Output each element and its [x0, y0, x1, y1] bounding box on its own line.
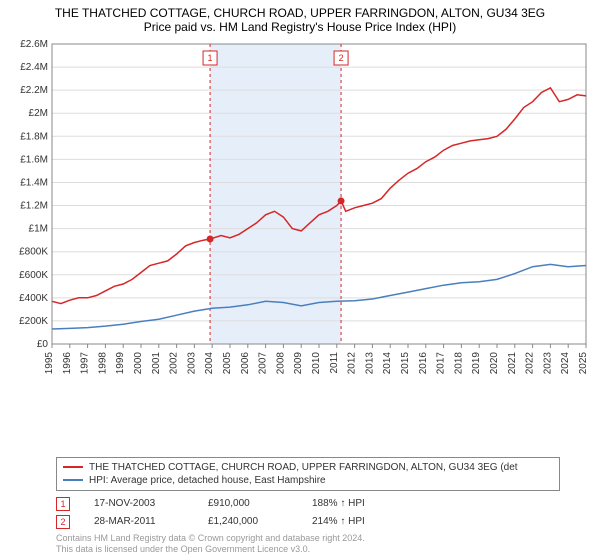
x-tick-label: 2005: [222, 352, 233, 375]
marker-row-2: 2 28-MAR-2011 £1,240,000 214% ↑ HPI: [56, 513, 560, 531]
x-tick-label: 1995: [44, 352, 55, 375]
legend-label-series1: THE THATCHED COTTAGE, CHURCH ROAD, UPPER…: [89, 462, 518, 473]
legend-item-series2: HPI: Average price, detached house, East…: [63, 474, 553, 487]
y-tick-label: £200K: [19, 316, 48, 327]
y-tick-label: £1.2M: [20, 201, 48, 212]
marker-badge-num: 2: [339, 53, 344, 63]
y-tick-label: £2.6M: [20, 39, 48, 50]
marker-dot: [207, 236, 214, 243]
marker-dot: [338, 197, 345, 204]
marker-date-2: 28-MAR-2011: [94, 516, 184, 527]
legend: THE THATCHED COTTAGE, CHURCH ROAD, UPPER…: [56, 457, 560, 491]
x-tick-label: 2022: [525, 352, 536, 375]
x-tick-label: 2014: [382, 352, 393, 375]
x-tick-label: 2015: [400, 352, 411, 375]
chart-title: THE THATCHED COTTAGE, CHURCH ROAD, UPPER…: [8, 6, 592, 20]
shaded-band: [210, 44, 341, 344]
marker-price-1: £910,000: [208, 498, 288, 509]
x-tick-label: 1998: [97, 352, 108, 375]
x-tick-label: 2017: [436, 352, 447, 375]
marker-badge-2: 2: [56, 515, 70, 529]
x-tick-label: 2008: [275, 352, 286, 375]
y-tick-label: £2.2M: [20, 85, 48, 96]
marker-badge-num: 1: [208, 53, 213, 63]
x-tick-label: 2018: [453, 352, 464, 375]
y-tick-label: £1.6M: [20, 154, 48, 165]
x-tick-label: 1996: [62, 352, 73, 375]
x-tick-label: 2009: [293, 352, 304, 375]
x-tick-label: 2023: [542, 352, 553, 375]
x-tick-label: 2004: [204, 352, 215, 375]
chart-subtitle: Price paid vs. HM Land Registry's House …: [8, 20, 592, 34]
x-tick-label: 2010: [311, 352, 322, 375]
line-chart-svg: £0 £200K £400K £600K £800K £1M £1.2M £1.4M £1.6M…: [8, 38, 592, 378]
y-tick-label: £2M: [29, 108, 48, 119]
x-tick-label: 2025: [578, 352, 589, 375]
x-tick-label: 2012: [347, 352, 358, 375]
x-tick-label: 2019: [471, 352, 482, 375]
marker-badge-1: 1: [56, 497, 70, 511]
y-tick-label: £1.4M: [20, 177, 48, 188]
footer-attribution: Contains HM Land Registry data © Crown c…: [56, 533, 560, 556]
legend-swatch-red: [63, 466, 83, 468]
x-tick-label: 2024: [560, 352, 571, 375]
marker-table: 1 17-NOV-2003 £910,000 188% ↑ HPI 2 28-M…: [56, 495, 560, 531]
x-tick-label: 1997: [80, 352, 91, 375]
y-tick-label: £1.8M: [20, 131, 48, 142]
x-tick-label: 2013: [364, 352, 375, 375]
x-tick-label: 2001: [151, 352, 162, 375]
y-tick-label: £400K: [19, 293, 48, 304]
y-tick-label: £1M: [29, 224, 48, 235]
marker-pct-1: 188% ↑ HPI: [312, 498, 365, 509]
chart-plot-area: £0 £200K £400K £600K £800K £1M £1.2M £1.4M £1.6M…: [8, 38, 592, 451]
legend-item-series1: THE THATCHED COTTAGE, CHURCH ROAD, UPPER…: [63, 461, 553, 474]
legend-label-series2: HPI: Average price, detached house, East…: [89, 475, 326, 486]
x-tick-label: 2016: [418, 352, 429, 375]
marker-row-1: 1 17-NOV-2003 £910,000 188% ↑ HPI: [56, 495, 560, 513]
x-tick-label: 2002: [169, 352, 180, 375]
marker-pct-2: 214% ↑ HPI: [312, 516, 365, 527]
y-tick-label: £800K: [19, 247, 48, 258]
x-tick-label: 2011: [329, 352, 340, 374]
y-tick-label: £0: [37, 339, 49, 350]
x-tick-label: 1999: [115, 352, 126, 375]
marker-date-1: 17-NOV-2003: [94, 498, 184, 509]
legend-swatch-blue: [63, 479, 83, 481]
x-tick-label: 2000: [133, 352, 144, 375]
x-tick-label: 2020: [489, 352, 500, 375]
y-tick-label: £600K: [19, 270, 48, 281]
x-tick-label: 2021: [507, 352, 518, 375]
y-tick-label: £2.4M: [20, 62, 48, 73]
marker-price-2: £1,240,000: [208, 516, 288, 527]
x-tick-label: 2007: [258, 352, 269, 375]
x-tick-label: 2003: [186, 352, 197, 375]
x-tick-label: 2006: [240, 352, 251, 375]
